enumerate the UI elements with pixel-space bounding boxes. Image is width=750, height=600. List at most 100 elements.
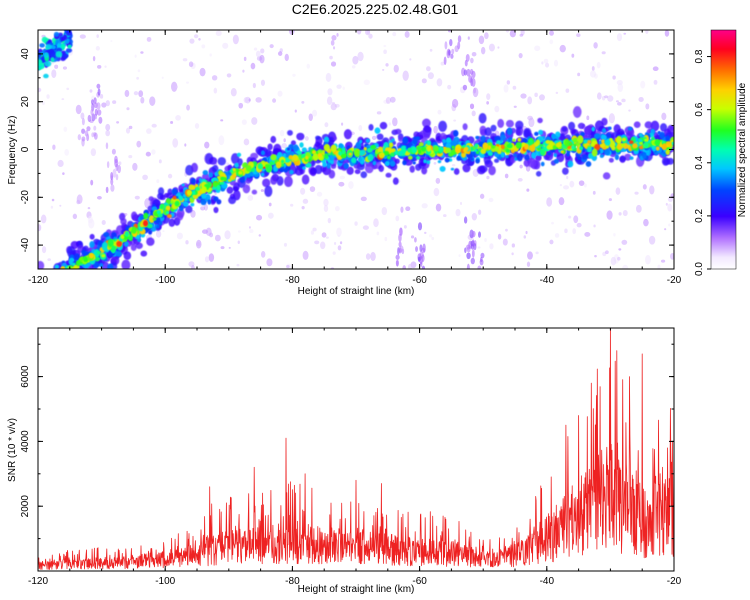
noise-speck [308,113,313,121]
ridge-blob [89,241,95,249]
ridge-blob [611,131,619,139]
ridge-blob [216,184,221,191]
ridge-blob [43,286,48,292]
ridge-blob [392,177,399,185]
ridge-blob [115,251,122,257]
noise-speck [566,175,569,180]
noise-speck [316,191,323,197]
x-tick-label: -20 [667,576,682,587]
noise-speck [591,66,595,71]
y-tick-label: 40 [20,48,31,60]
ridge-blob [267,143,273,151]
ridge-blob [475,158,480,164]
noise-speck [104,65,107,68]
ridge-blob [426,160,431,165]
ridge-blob [78,268,82,269]
noise-speck [455,208,461,217]
ridge-blob [323,144,331,152]
noise-speck [506,80,511,85]
ridge-blob [338,143,344,149]
noise-speck [220,119,224,122]
noise-speck [321,232,327,238]
ridge-blob [453,168,460,175]
noise-streak [470,77,473,87]
ridge-blob [616,128,625,136]
noise-speck [142,174,148,180]
ridge-blob [213,206,219,214]
noise-streak [462,84,468,91]
noise-streak [457,41,461,50]
noise-speck [128,155,133,159]
ridge-blob [120,218,127,225]
ridge-blob [69,273,77,283]
ridge-blob [487,151,493,156]
ridge-blob [348,152,352,156]
ridge-blob [54,264,60,269]
ridge-blob [661,140,666,144]
noise-speck [389,96,396,103]
x-tick-label: -40 [540,275,555,286]
noise-speck [577,72,581,77]
ridge-blob [357,157,363,162]
ridge-blob [527,157,537,168]
noise-speck [301,101,305,104]
ridge-blob [317,153,323,157]
spectrogram-y-axis: -40 -20 0 20 40 [20,29,674,270]
ridge-blob [534,142,539,147]
noise-speck [447,84,452,90]
ridge-blob [237,158,243,166]
ridge-blob [491,145,496,149]
noise-streak [466,246,471,253]
ridge-blob [179,195,184,201]
noise-speck [365,253,371,260]
noise-streak [474,269,477,275]
noise-speck [511,243,516,248]
ridge-blob [451,145,456,150]
y-tick-label: 6000 [20,365,31,388]
ridge-blob [50,275,57,283]
ridge-blob [49,276,54,281]
ridge-blob [47,286,53,293]
upper-branch-blob [38,52,42,57]
noise-streak [422,243,426,253]
noise-speck [132,162,138,171]
noise-speck [621,98,626,103]
ridge-blob [275,161,282,169]
ridge-blob [35,286,41,292]
noise-speck [248,98,251,102]
ridge-blob [60,272,63,275]
ridge-blob [386,155,391,160]
noise-streak [421,265,426,269]
ridge-blob [172,195,177,200]
ridge-blob [560,150,564,154]
ridge-blob [124,241,129,247]
ridge-blob [601,143,605,148]
noise-speck [50,205,54,209]
noise-speck [76,199,81,205]
noise-speck [478,35,485,45]
noise-speck [134,195,140,200]
noise-speck [519,164,523,169]
ridge-blob [513,153,518,157]
ridge-blob [490,124,497,132]
ridge-blob [601,117,608,126]
noise-speck [64,148,70,156]
noise-speck [617,256,621,261]
noise-speck [250,62,256,70]
ridge-blob [587,140,592,144]
noise-speck [512,85,517,90]
ridge-blob [232,167,236,172]
ridge-blob [62,271,65,274]
noise-speck [329,55,333,60]
noise-speck [327,217,332,224]
noise-speck [277,90,283,97]
ridge-blob [121,259,131,269]
noise-speck [241,119,247,125]
noise-speck [260,251,266,258]
noise-speck [194,123,200,129]
ridge-blob [190,202,195,207]
noise-streak [464,247,467,254]
x-tick-label: -100 [155,275,175,286]
noise-speck [105,130,111,137]
noise-speck [467,36,470,40]
